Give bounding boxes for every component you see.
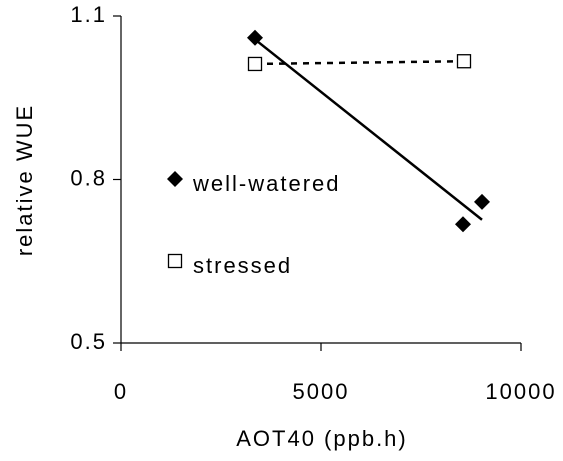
data-point <box>247 56 263 72</box>
data-point <box>474 193 490 210</box>
data-point <box>455 216 471 233</box>
x-axis-label: AOT40 (ppb.h) <box>236 426 408 451</box>
legend-marker <box>167 171 183 187</box>
x-tick-label: 0 <box>114 379 128 404</box>
legend-marker <box>167 253 183 269</box>
legend-label: well-watered <box>192 171 341 196</box>
trend-line <box>254 38 483 221</box>
y-tick-label: 1.1 <box>70 2 107 27</box>
data-point <box>247 29 263 46</box>
y-tick-label: 0.8 <box>70 165 107 190</box>
legend-label: stressed <box>193 253 292 278</box>
y-axis-label: relative WUE <box>12 104 37 256</box>
x-tick-label: 5000 <box>293 379 350 404</box>
data-point <box>456 54 472 69</box>
x-tick-label: 10000 <box>485 379 556 404</box>
y-tick-label: 0.5 <box>70 329 107 354</box>
